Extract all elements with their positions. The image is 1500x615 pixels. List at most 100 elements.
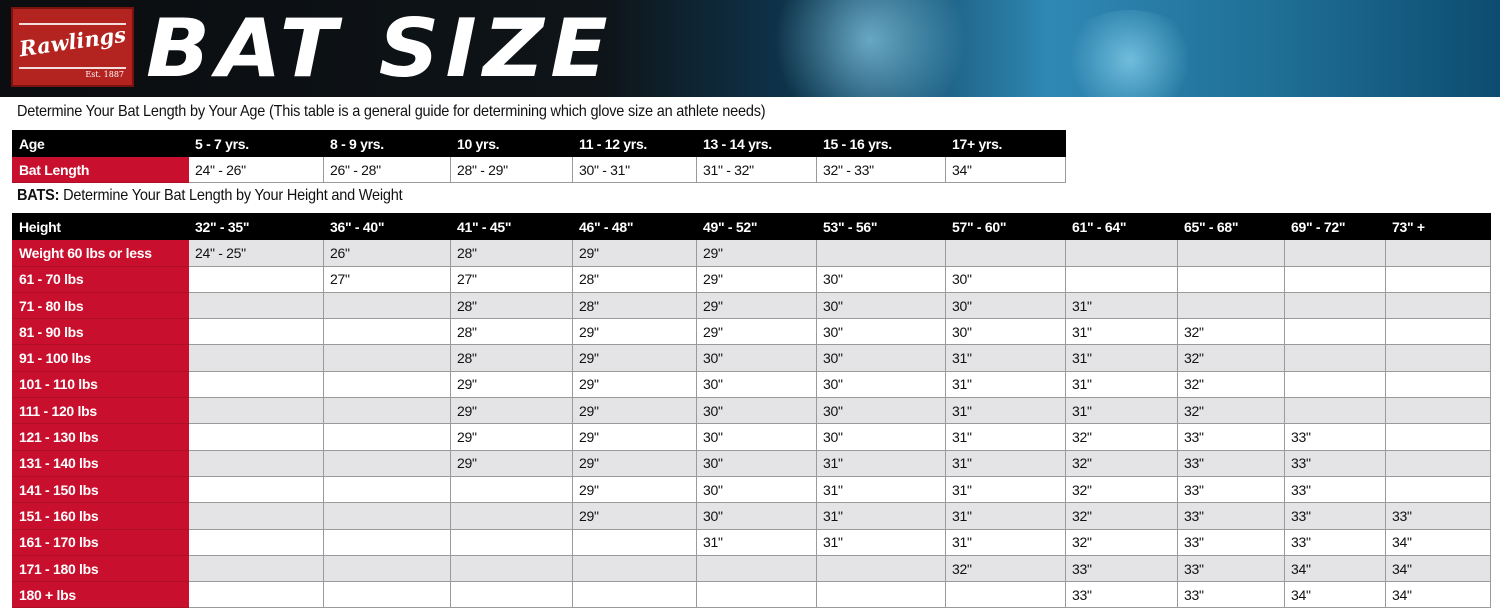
table-row: 171 - 180 lbs 32" 33" 33" 34" 34"	[12, 554, 1491, 583]
bat-length-cell	[1385, 344, 1491, 372]
bat-length-cell: 28" - 29"	[450, 156, 573, 183]
table-row: 71 - 80 lbs 28" 28" 29" 30" 30" 31"	[12, 291, 1491, 320]
bat-length-cell	[323, 475, 451, 504]
bat-length-cell: 30"	[696, 344, 817, 372]
bat-length-cell	[1385, 397, 1491, 425]
bat-length-cell: 29"	[450, 449, 573, 477]
bat-length-cell	[945, 239, 1066, 267]
weight-label: 161 - 170 lbs	[12, 528, 189, 556]
bat-length-cell: 32"	[1065, 423, 1178, 451]
bat-length-cell: 32"	[1065, 449, 1178, 477]
bat-length-cell: 33"	[1177, 528, 1285, 556]
bat-length-cell	[816, 239, 946, 267]
header-banner: Rawlings Est. 1887 BAT SIZE	[0, 0, 1500, 97]
bat-length-cell	[323, 449, 451, 477]
age-header-label: Age	[12, 130, 189, 157]
bat-length-cell: 29"	[572, 344, 697, 372]
bat-length-cell: 29"	[572, 449, 697, 477]
bat-length-cell: 28"	[450, 291, 573, 320]
bat-length-cell: 31"	[945, 475, 1066, 504]
bat-length-cell: 30"	[696, 502, 817, 530]
bat-length-cell: 29"	[450, 423, 573, 451]
bat-length-cell: 31"	[1065, 344, 1178, 372]
weight-label: 71 - 80 lbs	[12, 291, 189, 320]
weight-label: 141 - 150 lbs	[12, 475, 189, 504]
bat-length-cell	[188, 265, 324, 293]
bat-length-cell: 28"	[572, 265, 697, 293]
bat-length-cell	[323, 397, 451, 425]
bat-length-cell	[323, 581, 451, 609]
bat-length-cell	[1284, 291, 1386, 320]
bat-length-cell: 33"	[1177, 554, 1285, 583]
bat-length-cell: 30"	[696, 370, 817, 399]
bat-length-cell: 29"	[572, 502, 697, 530]
bat-length-cell: 34"	[945, 156, 1066, 183]
bat-length-cell	[188, 502, 324, 530]
bat-length-cell: 31"	[945, 423, 1066, 451]
bat-length-cell	[323, 370, 451, 399]
height-column-header: 41" - 45"	[450, 212, 573, 241]
bats-caption-bold: BATS:	[17, 187, 60, 205]
bat-length-cell: 32"	[1177, 344, 1285, 372]
bat-length-cell: 31"	[1065, 397, 1178, 425]
bat-length-row: Bat Length 24" - 26" 26" - 28" 28" - 29" 30"…	[12, 156, 1066, 183]
bat-length-cell: 29"	[696, 239, 817, 267]
bat-length-cell: 33"	[1385, 502, 1491, 530]
bat-length-cell	[572, 581, 697, 609]
height-column-header: 53" - 56"	[816, 212, 946, 241]
table-row: 81 - 90 lbs 28" 29" 29" 30" 30" 31" 32"	[12, 318, 1491, 346]
age-column-header: 10 yrs.	[450, 130, 573, 157]
weight-label: 101 - 110 lbs	[12, 370, 189, 399]
bat-length-cell	[323, 344, 451, 372]
bat-length-cell: 33"	[1177, 475, 1285, 504]
bat-length-cell: 27"	[323, 265, 451, 293]
bat-length-cell: 34"	[1385, 581, 1491, 609]
bat-length-cell	[1065, 265, 1178, 293]
bat-length-cell: 31" - 32"	[696, 156, 817, 183]
bat-length-cell	[1177, 291, 1285, 320]
bat-length-cell: 24" - 26"	[188, 156, 324, 183]
weight-label: 81 - 90 lbs	[12, 318, 189, 346]
height-column-header: 36" - 40"	[323, 212, 451, 241]
bat-length-cell: 31"	[945, 370, 1066, 399]
table-row: 161 - 170 lbs 31" 31" 31" 32" 33" 33" 34"	[12, 528, 1491, 556]
bat-length-cell: 28"	[450, 318, 573, 346]
bat-length-cell: 32"	[1177, 318, 1285, 346]
age-column-header: 15 - 16 yrs.	[816, 130, 946, 157]
bat-length-cell: 34"	[1385, 528, 1491, 556]
bat-length-cell: 31"	[945, 528, 1066, 556]
bat-length-cell: 28"	[450, 239, 573, 267]
bat-length-cell: 30"	[696, 423, 817, 451]
height-weight-table: Height 32" - 35" 36" - 40" 41" - 45" 46" - 4…	[12, 212, 1491, 609]
weight-label: 121 - 130 lbs	[12, 423, 189, 451]
bat-length-cell: 33"	[1065, 581, 1178, 609]
bat-length-cell: 29"	[572, 475, 697, 504]
bat-length-cell: 31"	[1065, 370, 1178, 399]
bat-length-cell: 30"	[816, 423, 946, 451]
bat-length-cell: 29"	[572, 318, 697, 346]
bat-length-cell	[323, 318, 451, 346]
weight-label: 111 - 120 lbs	[12, 397, 189, 425]
height-column-header: 46" - 48"	[572, 212, 697, 241]
bat-length-cell: 32"	[1177, 370, 1285, 399]
bat-length-cell: 32" - 33"	[816, 156, 946, 183]
bat-length-cell	[1065, 239, 1178, 267]
bat-length-cell: 27"	[450, 265, 573, 293]
bat-length-cell: 33"	[1177, 423, 1285, 451]
bat-length-cell: 31"	[1065, 291, 1178, 320]
bat-length-cell	[1284, 370, 1386, 399]
bat-length-cell	[323, 423, 451, 451]
weight-label: 91 - 100 lbs	[12, 344, 189, 372]
bat-length-cell	[1177, 239, 1285, 267]
bat-length-cell	[188, 528, 324, 556]
bat-length-cell: 33"	[1284, 475, 1386, 504]
bat-length-cell	[1284, 239, 1386, 267]
table-row: 101 - 110 lbs 29" 29" 30" 30" 31" 31" 32"	[12, 370, 1491, 399]
table-row: 121 - 130 lbs 29" 29" 30" 30" 31" 32" 33" 33"	[12, 423, 1491, 451]
bat-length-cell: 30"	[696, 475, 817, 504]
bat-length-cell	[945, 581, 1066, 609]
bat-length-cell: 31"	[945, 502, 1066, 530]
bat-length-cell: 29"	[450, 397, 573, 425]
bat-length-cell: 29"	[696, 265, 817, 293]
bat-length-cell	[323, 502, 451, 530]
